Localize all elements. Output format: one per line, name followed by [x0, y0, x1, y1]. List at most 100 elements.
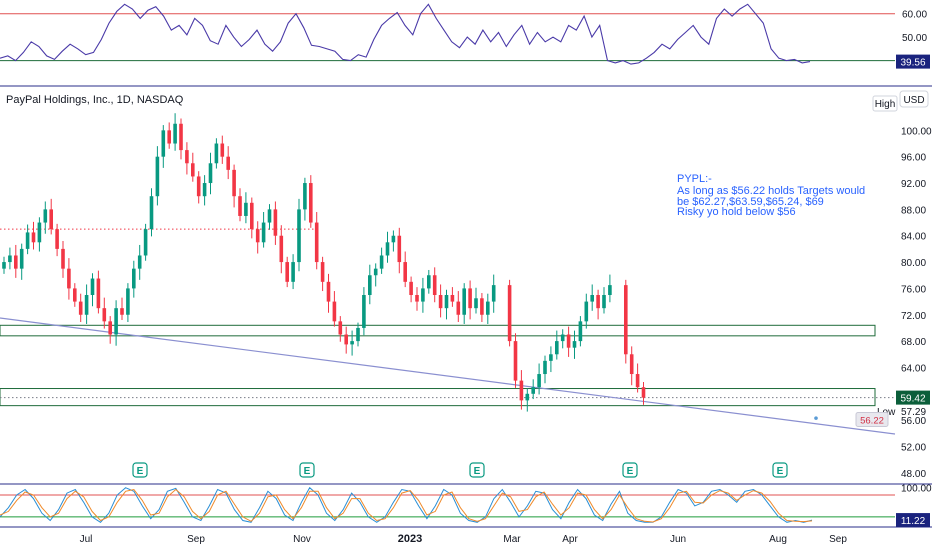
candle-body — [155, 156, 160, 197]
price-tick-label: 76.00 — [901, 284, 926, 295]
candle-body — [480, 298, 484, 315]
candle-body — [273, 209, 278, 236]
rsi-value-badge — [896, 54, 930, 69]
candle-body — [238, 196, 242, 216]
candle-body — [368, 275, 372, 295]
earnings-marker[interactable]: E — [299, 462, 315, 478]
candle-body — [421, 288, 425, 302]
price-tick-label: 80.00 — [901, 258, 926, 269]
candle-body — [415, 295, 419, 302]
high-button[interactable]: High — [872, 95, 898, 112]
earnings-marker-label: E — [777, 466, 784, 477]
earnings-marker[interactable]: E — [132, 462, 148, 478]
earnings-marker[interactable]: E — [622, 462, 638, 478]
candle-body — [96, 278, 101, 309]
candle-body — [73, 288, 77, 302]
currency-button[interactable]: USD — [899, 90, 929, 108]
candle-body — [427, 275, 431, 289]
time-tick-label: Jul — [80, 534, 93, 545]
candle-body — [578, 321, 583, 342]
candle-body — [137, 255, 142, 269]
candle-body — [486, 301, 490, 315]
candle-body — [379, 255, 384, 269]
earnings-marker-label: E — [137, 466, 144, 477]
price-tick-label: 72.00 — [901, 311, 926, 322]
time-axis: Jul Sep Nov 2023 Mar Apr Jun Aug Sep — [80, 533, 848, 545]
price-tick-label: 100.00 — [901, 126, 932, 137]
target-marker-dot — [814, 416, 818, 420]
stoch-d-line — [0, 488, 813, 523]
candle-body — [250, 202, 254, 230]
candle-body — [191, 163, 195, 177]
candle-body — [291, 262, 295, 282]
time-tick-label: Apr — [562, 534, 578, 545]
candle-body — [350, 341, 354, 345]
price-tick-label: 96.00 — [901, 153, 926, 164]
candle-body — [78, 301, 83, 315]
candle-body — [220, 143, 225, 157]
rsi-value-label: 39.56 — [900, 58, 925, 69]
candle-body — [549, 354, 553, 361]
time-tick-label: 2023 — [398, 533, 422, 545]
candle-body — [409, 281, 413, 295]
earnings-marker-label: E — [474, 466, 481, 477]
stoch-value-label: 11.22 — [901, 516, 926, 527]
last-price-label: 59.42 — [900, 394, 925, 405]
candle-body — [602, 295, 606, 309]
candle-body — [531, 387, 535, 394]
candle-body — [356, 327, 360, 342]
time-tick-label: Sep — [187, 534, 205, 545]
candle-body — [507, 285, 512, 342]
support-zone — [0, 388, 876, 407]
candle-body — [161, 130, 166, 157]
candle-body — [2, 262, 6, 269]
descending-trendline — [0, 317, 896, 435]
candle-body — [519, 380, 524, 401]
candle-body — [84, 295, 89, 315]
price-tick-label: 56.00 — [901, 416, 926, 427]
price-tick-label: 92.00 — [901, 179, 926, 190]
analysis-note[interactable]: PYPL:- As long as $56.22 holds Targets w… — [677, 173, 865, 218]
candle-body — [462, 288, 466, 315]
time-tick-label: Sep — [829, 534, 847, 545]
candle-body — [438, 295, 443, 309]
target-price-badge — [855, 411, 889, 427]
time-tick-label: Aug — [769, 534, 787, 545]
candle-body — [555, 341, 559, 355]
note-line-4: Risky yo hold below $56 — [677, 206, 796, 218]
earnings-marker[interactable]: E — [469, 462, 485, 478]
candle-body — [37, 222, 42, 243]
candle-body — [584, 301, 589, 322]
earnings-marker-label: E — [627, 466, 634, 477]
candle-body — [255, 229, 260, 243]
candle-body — [403, 262, 407, 282]
candle-body — [102, 308, 107, 322]
candle-body — [67, 268, 71, 289]
candle-body — [232, 169, 236, 197]
candle-body — [332, 301, 337, 322]
stoch-rsi-panel: 100.00 11.22 — [0, 483, 932, 528]
candle-body — [149, 196, 154, 230]
candle-body — [635, 374, 640, 388]
candle-body — [49, 209, 53, 230]
earnings-marker[interactable]: E — [772, 462, 788, 478]
candle-body — [297, 209, 301, 263]
candle-body — [120, 308, 124, 315]
candle-body — [385, 242, 390, 256]
price-tick-label: 52.00 — [901, 442, 926, 453]
candle-body — [90, 278, 95, 295]
resistance-zone — [0, 324, 876, 337]
high-button-label: High — [875, 99, 896, 110]
candle-body — [373, 268, 378, 276]
candle-body — [279, 235, 284, 263]
candle-body — [525, 393, 530, 401]
low-value-label: 57.29 — [901, 407, 926, 418]
target-price-label: 56.22 — [860, 415, 884, 426]
candle-body — [55, 229, 59, 249]
candle-body — [19, 248, 24, 269]
candle-body — [226, 156, 230, 170]
candle-body — [397, 235, 402, 263]
candle-body — [560, 334, 565, 342]
earnings-marker-label: E — [304, 466, 311, 477]
candle-body — [513, 341, 518, 381]
